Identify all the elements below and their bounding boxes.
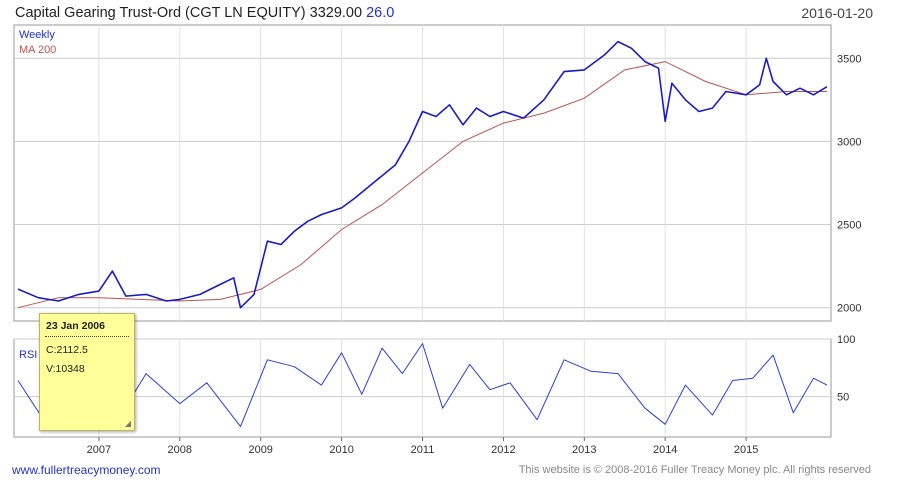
price-grid bbox=[14, 25, 831, 321]
rsi-y-axis: 100 50 bbox=[837, 334, 855, 404]
resize-grip-icon: ◢ bbox=[124, 419, 131, 428]
chart-header: Capital Gearing Trust-Ord (CGT LN EQUITY… bbox=[15, 5, 394, 21]
price-y-tick: 3500 bbox=[837, 53, 861, 65]
price-change: 26.0 bbox=[366, 5, 395, 21]
tooltip-volume: V:10348 bbox=[46, 363, 85, 375]
tooltip-date: 23 Jan 2006 bbox=[46, 320, 105, 332]
footer-site-link[interactable]: www.fullertreacymoney.com bbox=[12, 463, 161, 477]
price-y-tick: 2000 bbox=[837, 303, 861, 315]
legend-ma200: MA 200 bbox=[19, 44, 56, 56]
tooltip-divider bbox=[45, 336, 129, 337]
weekly-price-line bbox=[17, 40, 828, 309]
x-tick-label: 2013 bbox=[572, 444, 596, 456]
footer-copyright: This website is © 2008-2016 Fuller Treac… bbox=[518, 464, 871, 476]
x-tick-label: 2008 bbox=[168, 444, 192, 456]
chart-title: Capital Gearing Trust-Ord (CGT LN EQUITY… bbox=[15, 5, 306, 21]
hover-tooltip: 23 Jan 2006 C:2112.5 V:10348 ◢ bbox=[39, 313, 135, 431]
x-tick-label: 2011 bbox=[411, 444, 435, 456]
x-tick-label: 2015 bbox=[734, 444, 758, 456]
x-tick-label: 2007 bbox=[87, 444, 111, 456]
rsi-y-tick: 50 bbox=[837, 392, 849, 404]
x-tick-label: 2012 bbox=[491, 444, 515, 456]
price-y-tick: 3000 bbox=[837, 136, 861, 148]
rsi-line bbox=[17, 343, 828, 428]
x-tick-label: 2009 bbox=[248, 444, 272, 456]
tooltip-close: C:2112.5 bbox=[46, 344, 88, 356]
last-price: 3329.00 bbox=[309, 5, 363, 21]
legend-weekly: Weekly bbox=[19, 29, 55, 41]
rsi-y-tick: 100 bbox=[837, 334, 855, 346]
legend-rsi: RSI bbox=[19, 349, 37, 361]
ma200-line bbox=[17, 61, 827, 309]
price-y-axis: 3500 3000 2500 2000 bbox=[837, 53, 861, 314]
x-axis: 2007 2008 2009 2010 2011 2012 2013 2014 2015 bbox=[87, 437, 758, 456]
x-tick-label: 2014 bbox=[653, 444, 677, 456]
price-y-tick: 2500 bbox=[837, 220, 861, 232]
x-tick-label: 2010 bbox=[329, 444, 353, 456]
chart-date: 2016-01-20 bbox=[801, 5, 873, 21]
